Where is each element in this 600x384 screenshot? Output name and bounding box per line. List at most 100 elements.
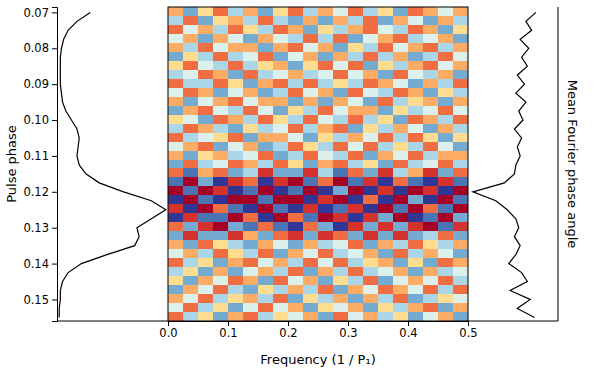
heatmap-cell <box>423 88 439 97</box>
heatmap-cell <box>228 79 244 88</box>
heatmap-cell <box>453 276 468 285</box>
heatmap-cell <box>393 88 409 97</box>
heatmap-cell <box>378 88 394 97</box>
heatmap-cell <box>348 16 364 25</box>
heatmap-cell <box>243 186 259 195</box>
heatmap-cell <box>348 97 364 106</box>
heatmap-cell <box>243 168 259 177</box>
heatmap-cell <box>393 294 409 303</box>
heatmap-cell <box>333 204 349 213</box>
heatmap-cell <box>333 97 349 106</box>
heatmap-cell <box>363 16 379 25</box>
heatmap-cell <box>438 124 454 133</box>
heatmap-cell <box>198 204 214 213</box>
heatmap-cell <box>243 43 259 52</box>
heatmap-cell <box>318 124 334 133</box>
heatmap-cell <box>333 168 349 177</box>
heatmap-cell <box>333 312 349 321</box>
heatmap-cell <box>288 267 304 276</box>
heatmap-cell <box>438 43 454 52</box>
heatmap-cell <box>408 294 424 303</box>
heatmap-cell <box>333 43 349 52</box>
heatmap-cell <box>438 160 454 169</box>
heatmap-cell <box>453 204 468 213</box>
y-tick-mark <box>52 48 57 49</box>
heatmap-cell <box>243 106 259 115</box>
heatmap-cell <box>168 142 184 151</box>
heatmap-cell <box>213 231 229 240</box>
heatmap-cell <box>303 276 319 285</box>
heatmap-cell <box>453 16 468 25</box>
heatmap-cell <box>243 231 259 240</box>
heatmap-cell <box>363 34 379 43</box>
heatmap-cell <box>273 177 289 186</box>
heatmap-cell <box>228 285 244 294</box>
heatmap-cell <box>318 70 334 79</box>
heatmap-cell <box>213 52 229 61</box>
heatmap-cell <box>423 195 439 204</box>
heatmap-cell <box>198 195 214 204</box>
heatmap-cell <box>348 151 364 160</box>
heatmap-cell <box>288 142 304 151</box>
heatmap-cell <box>408 133 424 142</box>
heatmap-cell <box>378 258 394 267</box>
heatmap-cell <box>243 294 259 303</box>
heatmap-cell <box>258 276 274 285</box>
heatmap-cell <box>378 7 394 16</box>
heatmap-cell <box>243 160 259 169</box>
heatmap-cell <box>243 267 259 276</box>
heatmap-cell <box>408 303 424 312</box>
heatmap-cell <box>258 25 274 34</box>
heatmap-cell <box>423 168 439 177</box>
heatmap-cell <box>288 168 304 177</box>
heatmap-cell <box>378 285 394 294</box>
heatmap-cell <box>333 258 349 267</box>
heatmap-cell <box>423 213 439 222</box>
heatmap-cell <box>273 249 289 258</box>
heatmap-cell <box>183 124 199 133</box>
y-tick-mark <box>52 12 57 13</box>
heatmap-cell <box>273 204 289 213</box>
heatmap-cell <box>228 52 244 61</box>
heatmap-cell <box>258 168 274 177</box>
heatmap-cell <box>288 43 304 52</box>
heatmap-cell <box>453 240 468 249</box>
heatmap-cell <box>348 312 364 321</box>
heatmap-cell <box>183 88 199 97</box>
heatmap-cell <box>363 43 379 52</box>
heatmap-cell <box>408 276 424 285</box>
heatmap-cell <box>288 222 304 231</box>
heatmap-cell <box>408 97 424 106</box>
heatmap-cell <box>318 312 334 321</box>
heatmap-cell <box>258 70 274 79</box>
heatmap-cell <box>213 7 229 16</box>
heatmap-cell <box>258 249 274 258</box>
heatmap-cell <box>303 213 319 222</box>
heatmap-cell <box>288 186 304 195</box>
heatmap-cell <box>213 115 229 124</box>
heatmap-cell <box>333 240 349 249</box>
heatmap-cell <box>423 70 439 79</box>
heatmap-cell <box>453 25 468 34</box>
heatmap-cell <box>348 204 364 213</box>
heatmap-cell <box>453 52 468 61</box>
x-tick: 0.2 <box>279 321 297 340</box>
heatmap-cell <box>288 25 304 34</box>
heatmap-cell <box>378 213 394 222</box>
heatmap-cell <box>303 151 319 160</box>
heatmap-cell <box>243 303 259 312</box>
heatmap-cell <box>318 88 334 97</box>
heatmap-cell <box>243 151 259 160</box>
heatmap-cell <box>273 115 289 124</box>
heatmap-cell <box>198 115 214 124</box>
heatmap-cell <box>438 285 454 294</box>
heatmap-cell <box>363 312 379 321</box>
y-tick-mark <box>52 120 57 121</box>
heatmap-cell <box>243 177 259 186</box>
heatmap-cell <box>408 213 424 222</box>
y-tick-label: 0.08 <box>23 41 49 55</box>
heatmap-cell <box>303 258 319 267</box>
heatmap-cell <box>318 115 334 124</box>
heatmap-cell <box>198 177 214 186</box>
heatmap-cell <box>303 115 319 124</box>
